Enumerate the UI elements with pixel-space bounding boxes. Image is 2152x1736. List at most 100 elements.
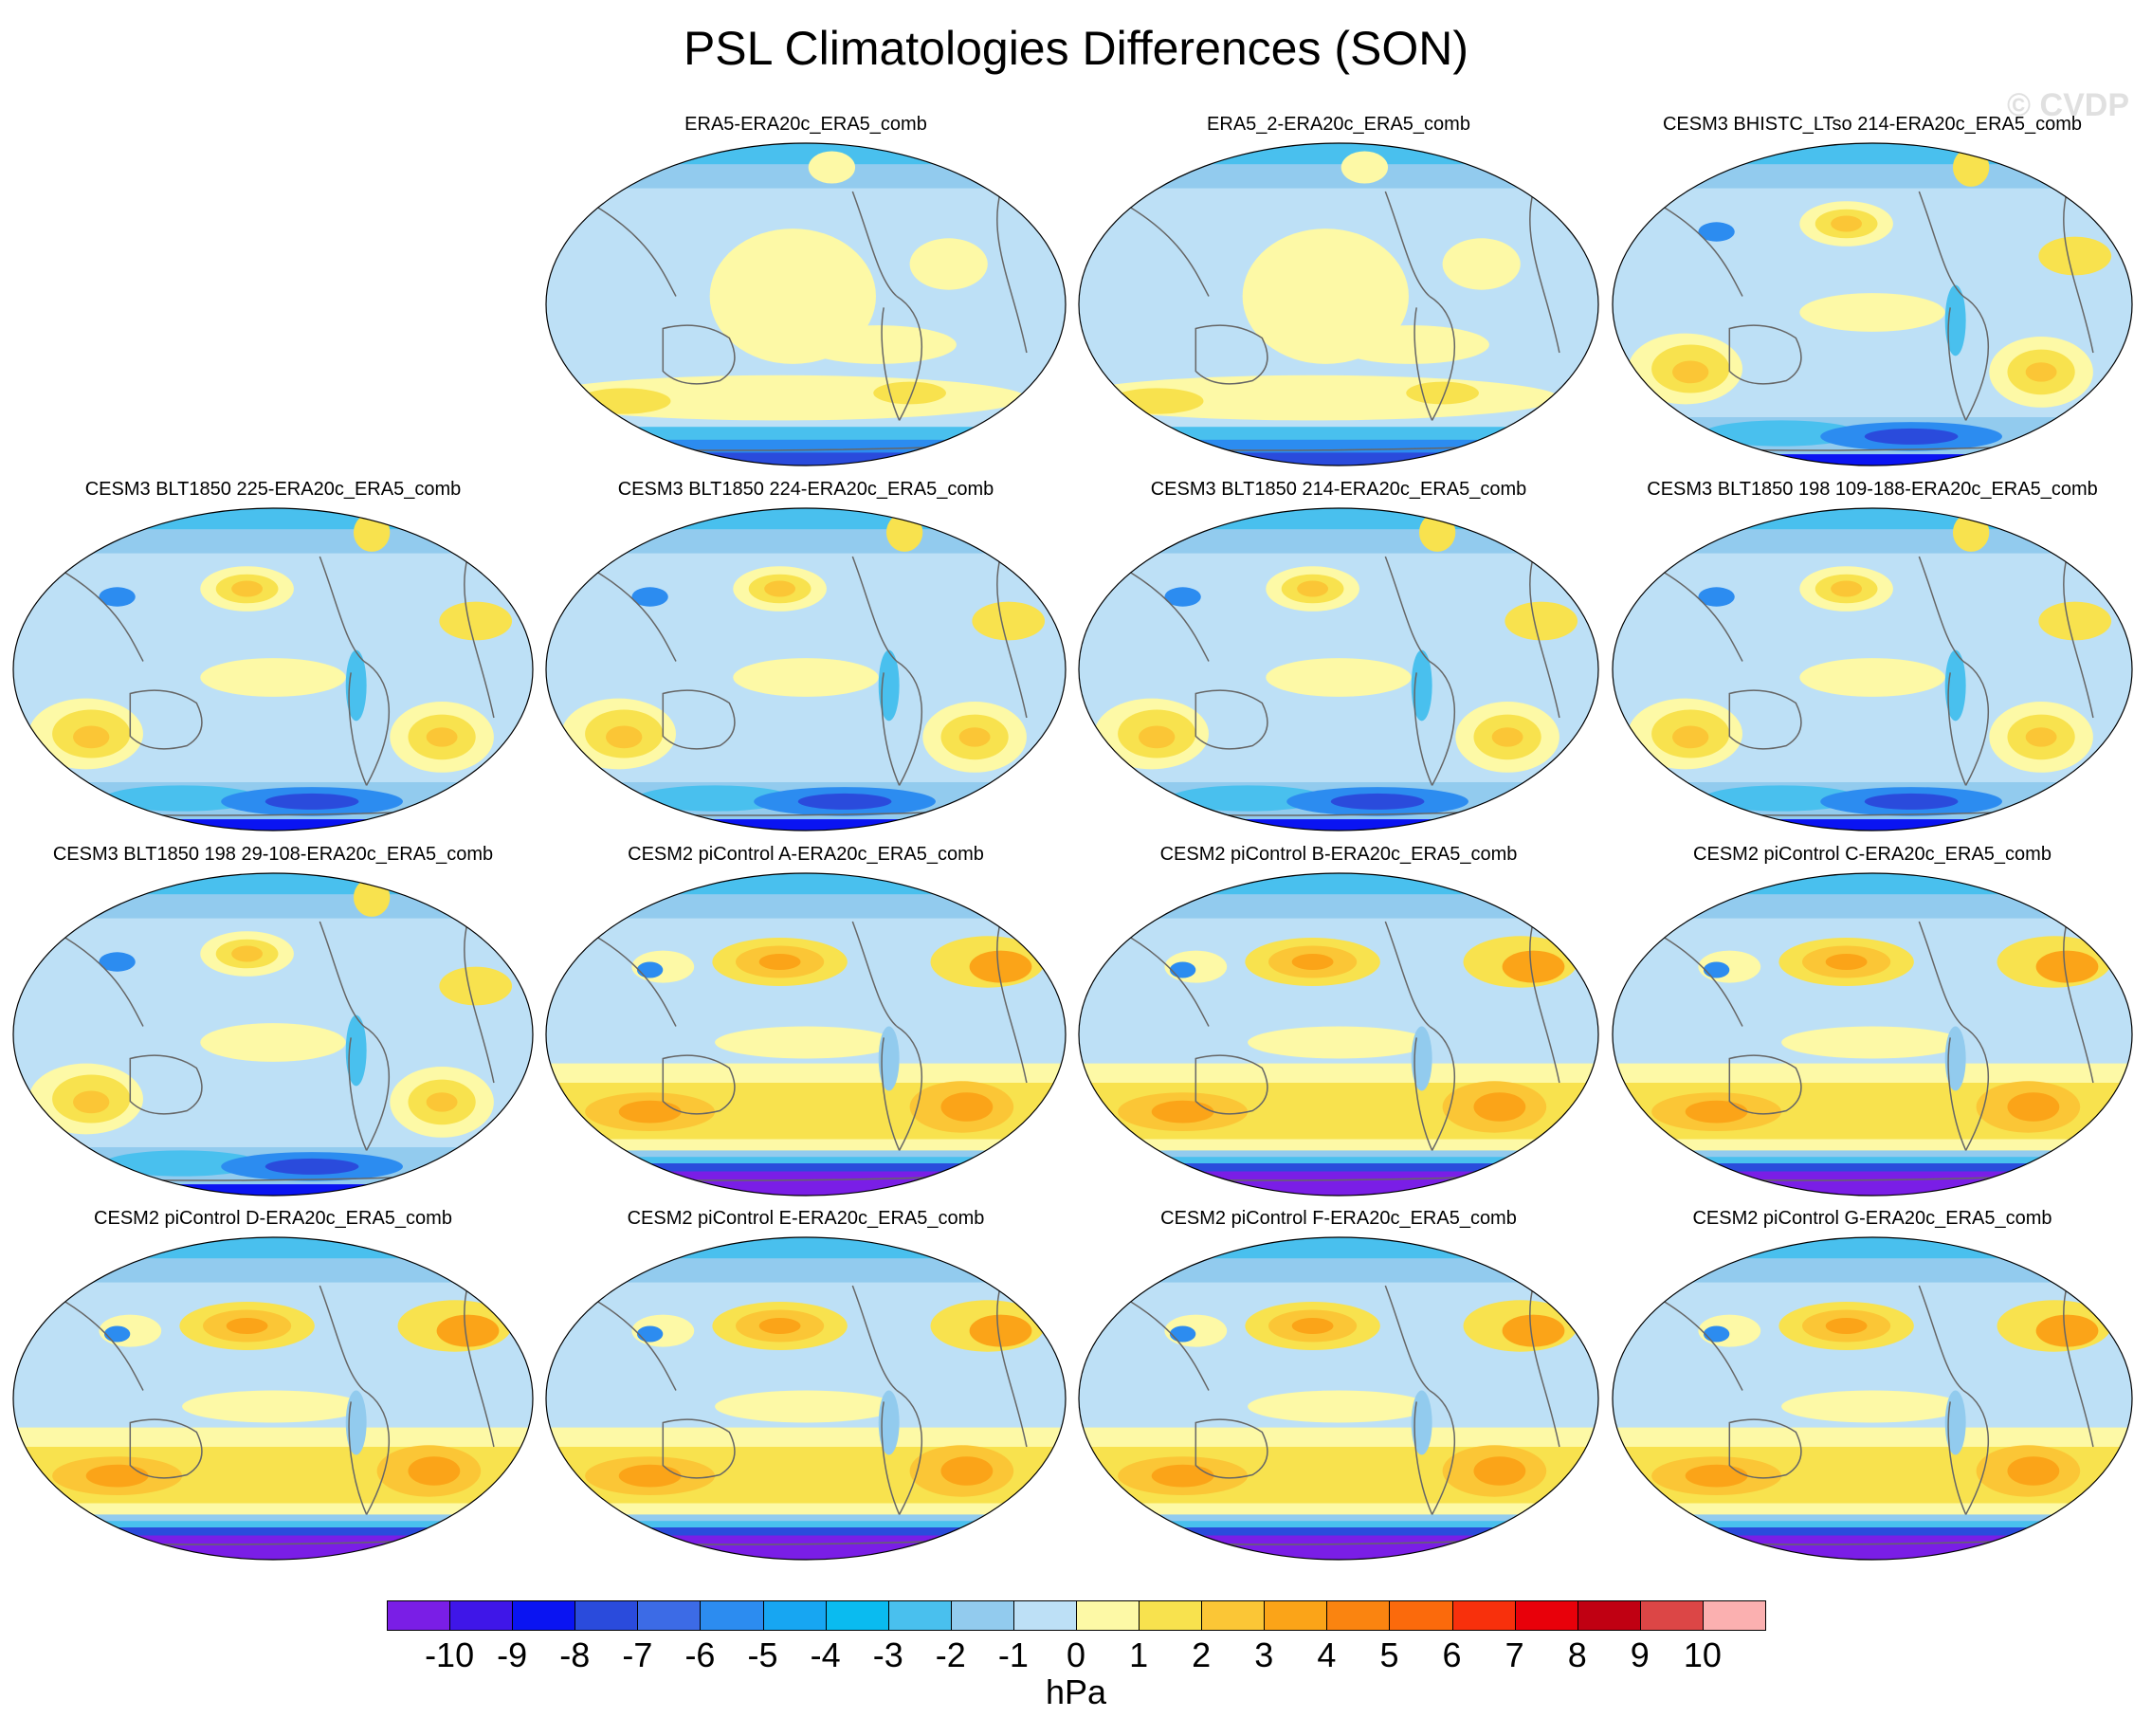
tibet-low bbox=[1703, 961, 1730, 978]
andes-low bbox=[878, 1026, 900, 1091]
antarctic-low bbox=[1723, 452, 1787, 466]
panel-title: CESM2 piControl C-ERA20c_ERA5_comb bbox=[1693, 844, 2052, 865]
n-pacific-core bbox=[1291, 954, 1334, 970]
colorbar-swatch bbox=[1514, 1600, 1578, 1631]
panel-title: CESM3 BLT1850 198 29-108-ERA20c_ERA5_com… bbox=[52, 844, 494, 865]
indian-core bbox=[618, 1100, 682, 1124]
map-field bbox=[13, 873, 533, 1196]
arctic-band-inner bbox=[1613, 508, 2132, 530]
eq-band bbox=[800, 325, 957, 364]
colorbar-tick-label: 0 bbox=[1066, 1635, 1086, 1674]
so-low-core bbox=[264, 793, 359, 810]
panel-title: CESM2 piControl A-ERA20c_ERA5_comb bbox=[628, 844, 984, 865]
antarctic-low bbox=[124, 1182, 188, 1196]
arctic-band-inner bbox=[546, 143, 1066, 165]
map-field bbox=[1613, 508, 2132, 831]
map-border bbox=[12, 1236, 534, 1561]
colorbar-swatch bbox=[1389, 1600, 1453, 1631]
colorbar-tick-label: 5 bbox=[1379, 1635, 1399, 1674]
colorbar-swatch bbox=[950, 1600, 1014, 1631]
eq-pacific bbox=[715, 1026, 897, 1059]
map-border bbox=[545, 872, 1067, 1197]
europe-high bbox=[439, 966, 513, 1006]
panel-title: CESM3 BHISTC_LTso 214-ERA20c_ERA5_comb bbox=[1662, 114, 2083, 135]
indian-core bbox=[1672, 725, 1709, 749]
colorbar-tick-label: -8 bbox=[559, 1635, 591, 1674]
indian-core bbox=[1151, 1100, 1214, 1124]
map-field bbox=[13, 1237, 533, 1560]
panel-title: CESM3 BLT1850 225-ERA20c_ERA5_comb bbox=[84, 479, 462, 500]
europe-high bbox=[1505, 601, 1578, 641]
map-field bbox=[1079, 143, 1598, 466]
europe-high bbox=[439, 601, 513, 641]
map-border bbox=[545, 142, 1067, 466]
europe-core bbox=[1502, 950, 1565, 983]
andes-low bbox=[1944, 1390, 1966, 1455]
atlantic-core bbox=[2025, 362, 2057, 382]
n-pacific-core bbox=[1825, 1318, 1868, 1334]
colorbar-swatch bbox=[1139, 1600, 1203, 1631]
europe-core bbox=[1502, 1314, 1565, 1347]
so-low-1 bbox=[1703, 420, 1860, 447]
map-cesm3 bbox=[1612, 507, 2133, 831]
map-panel: CESM3 BLT1850 198 29-108-ERA20c_ERA5_com… bbox=[8, 842, 538, 1207]
europe-core bbox=[969, 1314, 1032, 1347]
europe-high bbox=[2038, 236, 2112, 276]
arctic-band-inner bbox=[1079, 873, 1598, 895]
map-cesm3 bbox=[1612, 142, 2133, 466]
tibet-low bbox=[636, 961, 664, 978]
sa-high bbox=[873, 381, 946, 405]
map-field bbox=[1613, 873, 2132, 1196]
map-panel: CESM2 piControl F-ERA20c_ERA5_comb bbox=[1073, 1206, 1604, 1571]
arctic-band-inner bbox=[546, 1237, 1066, 1259]
map-panel: CESM3 BHISTC_LTso 214-ERA20c_ERA5_comb bbox=[1607, 112, 2138, 477]
map-panel: ERA5_2-ERA20c_ERA5_comb bbox=[1073, 112, 1604, 477]
eq-band bbox=[1333, 325, 1489, 364]
colorbar-tick-label: -7 bbox=[622, 1635, 653, 1674]
colorbar-tick-label: 3 bbox=[1254, 1635, 1274, 1674]
eq-pacific bbox=[1799, 658, 1945, 697]
n-pacific-core bbox=[231, 580, 264, 597]
colorbar-tick-label: 6 bbox=[1442, 1635, 1462, 1674]
greenland bbox=[1340, 151, 1389, 184]
map-panel: CESM2 piControl D-ERA20c_ERA5_comb bbox=[8, 1206, 538, 1571]
sa-high bbox=[1406, 381, 1479, 405]
arctic-band-inner bbox=[13, 508, 533, 530]
atlantic-core bbox=[2007, 1456, 2060, 1486]
tibet-low bbox=[631, 587, 668, 607]
europe-core bbox=[436, 1314, 500, 1347]
so-low-1 bbox=[103, 785, 261, 812]
andes-low bbox=[878, 1390, 900, 1455]
indian-high bbox=[576, 388, 671, 414]
map-border bbox=[1078, 1236, 1599, 1561]
arctic-band-inner bbox=[1613, 1237, 2132, 1259]
colorbar-tick-label: 4 bbox=[1317, 1635, 1337, 1674]
eq-pacific bbox=[1248, 1390, 1430, 1423]
colorbar-tick-label: -10 bbox=[425, 1635, 475, 1674]
arctic-band-inner bbox=[1079, 1237, 1598, 1259]
colorbar-swatch bbox=[762, 1600, 827, 1631]
map-cesm3 bbox=[545, 507, 1067, 831]
atlantic-core bbox=[1473, 1092, 1526, 1122]
colorbar-swatch bbox=[1702, 1600, 1766, 1631]
arctic-band-inner bbox=[1613, 873, 2132, 895]
map-border bbox=[12, 872, 534, 1197]
map-border bbox=[1612, 142, 2133, 466]
colorbar-tick-label: -4 bbox=[810, 1635, 841, 1674]
atlantic-core bbox=[2007, 1092, 2060, 1122]
andes-low bbox=[1411, 1026, 1432, 1091]
so-low-core bbox=[1864, 793, 1959, 810]
arctic-band-inner bbox=[546, 873, 1066, 895]
map-panel: CESM2 piControl E-ERA20c_ERA5_comb bbox=[540, 1206, 1071, 1571]
colorbar-swatch bbox=[574, 1600, 639, 1631]
greenland bbox=[1418, 513, 1456, 552]
tibet-low bbox=[99, 952, 136, 972]
colorbar-units: hPa bbox=[1045, 1672, 1107, 1711]
andes-low bbox=[878, 649, 900, 722]
andes-low bbox=[345, 1390, 367, 1455]
colorbar-swatch bbox=[1326, 1600, 1391, 1631]
europe-core bbox=[969, 950, 1032, 983]
map-panel: ERA5-ERA20c_ERA5_comb bbox=[540, 112, 1071, 477]
panel-title: CESM3 BLT1850 214-ERA20c_ERA5_comb bbox=[1150, 479, 1527, 500]
n-pacific-core bbox=[231, 945, 264, 962]
